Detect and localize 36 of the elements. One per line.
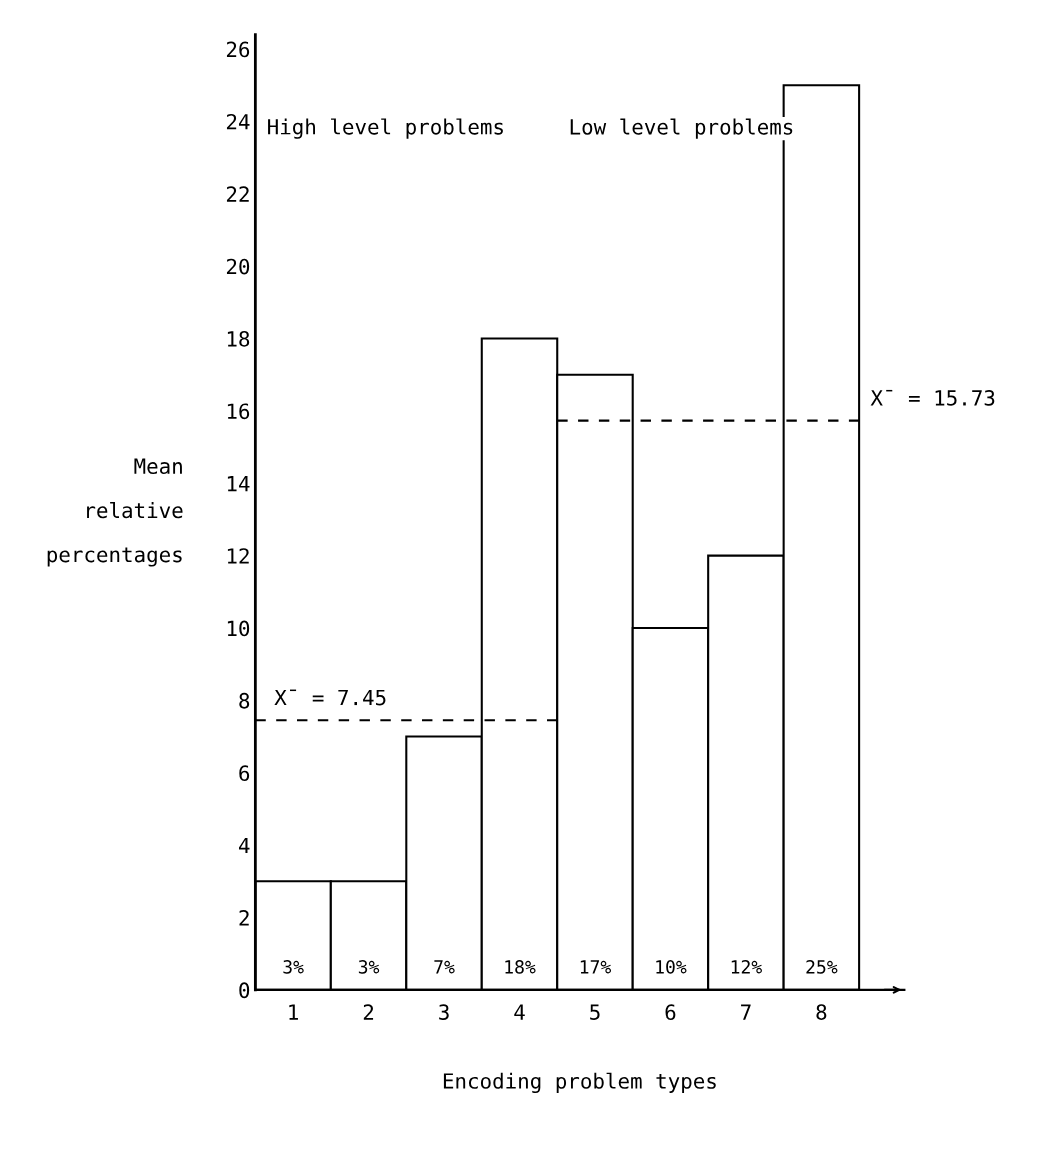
y-tick-label: 20	[226, 258, 250, 275]
y-tick-label: 0	[239, 982, 250, 999]
y-tick-label: 18	[227, 331, 250, 347]
annotation: High level problems	[268, 118, 503, 139]
x-tick-label: 6	[665, 1004, 676, 1020]
data-label: 18%	[505, 960, 536, 974]
data-label: 12%	[731, 960, 762, 974]
data-label: 10%	[656, 960, 687, 974]
x-tick-label: 4	[514, 1004, 525, 1020]
data-label: 3%	[283, 960, 304, 974]
annotation: Low level problems	[570, 118, 793, 139]
y-tick-label: 14	[227, 476, 250, 492]
ref-line-label: X̄ = 7.45	[274, 689, 386, 706]
ref-line-label: X̄ = 15.73	[870, 389, 995, 406]
x-tick-label: 2	[363, 1004, 374, 1020]
data-label: 3%	[358, 960, 380, 974]
y-tick-label: 26	[226, 41, 250, 58]
data-label: 17%	[580, 960, 611, 974]
x-tick-label: 8	[816, 1004, 827, 1020]
data-label: 25%	[806, 960, 838, 974]
y-tick-label: 24	[226, 113, 250, 130]
x-tick-label: 3	[439, 1004, 449, 1020]
x-tick-label: 7	[741, 1004, 751, 1020]
y-tick-label: 2	[239, 909, 249, 926]
x-tick-label: 1	[289, 1004, 298, 1020]
text: Mean relative percentages	[47, 458, 183, 567]
y-tick-label: 4	[238, 837, 250, 854]
y-tick-label: 16	[227, 403, 250, 420]
data-label: 7%	[434, 960, 455, 974]
y-tick-label: 10	[227, 620, 250, 637]
y-tick-label: 6	[239, 765, 250, 782]
x-tick-label: 5	[590, 1004, 600, 1020]
y-tick-label: 8	[239, 692, 250, 709]
y-tick-label: 12	[227, 548, 249, 564]
y-tick-label: 22	[226, 186, 249, 202]
x-axis-title: Encoding problem types	[443, 1072, 716, 1094]
